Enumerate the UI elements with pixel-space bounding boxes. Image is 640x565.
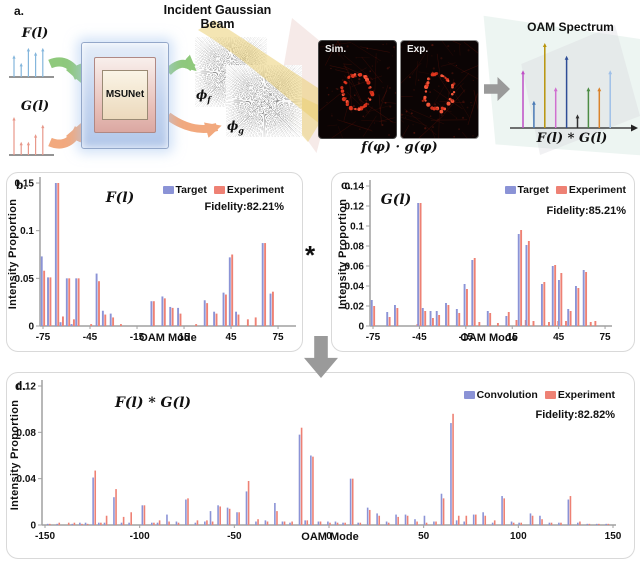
panel-b-box (6, 172, 303, 352)
product-label: f(φ) · g(φ) (361, 140, 438, 155)
panel-c-title: G(l) (380, 192, 412, 208)
target-swatch (504, 186, 516, 194)
legend-item-experiment: Experiment (213, 184, 284, 196)
panel-d-xlabel: OAM Mode (301, 531, 359, 543)
arrow-f-to-msunet (48, 57, 84, 83)
sim-speckle-pattern (319, 41, 396, 138)
legend-item-convolution: Convolution (463, 389, 538, 401)
arrow-msunet-to-maskg (165, 112, 222, 138)
panel-b-xlabel: OAM Mode (139, 332, 197, 344)
legend-item-target: Target (504, 184, 549, 196)
panel-a-label: a. (14, 4, 25, 18)
legend-item-experiment: Experiment (544, 389, 615, 401)
legend-experiment-text: Experiment (557, 389, 615, 401)
exp-speckle-pattern (401, 41, 478, 138)
panel-d-ylabel: Intensity Proportion (9, 399, 21, 511)
convolution-asterisk: * (305, 240, 316, 270)
target-swatch (162, 186, 174, 194)
phi-g-symbol: ϕ (227, 119, 239, 133)
panel-c-xlabel: OAM Mode (460, 332, 518, 344)
panel-c-ylabel: Intensity Proportion (337, 198, 349, 310)
g-input-stem-plot (9, 117, 54, 156)
panel-b-fidelity: Fidelity:82.21% (204, 201, 284, 213)
panel-b-legend: Target Experiment (162, 184, 284, 196)
panel-b-ylabel: Intensity Proportion (7, 198, 19, 310)
g-input-label: G(l) (20, 99, 50, 114)
sim-label: Sim. (325, 44, 347, 55)
legend-convolution-text: Convolution (476, 389, 538, 401)
phi-f-symbol: ϕ (196, 88, 208, 102)
convolution-swatch (463, 391, 475, 399)
panel-d-fidelity: Fidelity:82.82% (535, 409, 615, 421)
experiment-swatch (544, 391, 556, 399)
sim-image: Sim. (318, 40, 397, 139)
incident-beam-title: Incident Gaussian Beam (163, 3, 272, 31)
legend-item-experiment: Experiment (555, 184, 626, 196)
experiment-swatch (213, 186, 225, 194)
phi-f-label: ϕf (196, 88, 211, 104)
oam-spectrum-axis-label: F(l) * G(l) (536, 131, 608, 146)
phi-g-sub: g (238, 125, 244, 136)
panel-c-label: c. (341, 178, 352, 192)
legend-item-target: Target (162, 184, 207, 196)
bg-shape-teal (483, 15, 640, 156)
experiment-swatch (555, 186, 567, 194)
arrow-g-to-msunet (48, 123, 84, 149)
exp-label: Exp. (407, 44, 429, 55)
oam-spectrum-title: OAM Spectrum (527, 20, 614, 34)
phi-g-label: ϕg (227, 119, 244, 135)
panel-d-label: d. (15, 379, 26, 393)
panel-b-title: F(l) (105, 190, 135, 206)
legend-experiment-text: Experiment (226, 184, 284, 196)
exp-image: Exp. (400, 40, 479, 139)
arrow-msunet-to-maskf (165, 54, 197, 75)
panel-c-fidelity: Fidelity:85.21% (546, 205, 626, 217)
msunet-label: MSUNet (102, 70, 148, 120)
panel-d-legend: Convolution Experiment (463, 389, 615, 401)
f-input-label: F(l) (21, 26, 49, 41)
legend-target-text: Target (517, 184, 549, 196)
phi-f-sub: f (207, 94, 211, 105)
legend-experiment-text: Experiment (568, 184, 626, 196)
panel-b-label: b. (16, 178, 27, 192)
legend-target-text: Target (175, 184, 207, 196)
panel-d-title: F(l) * G(l) (114, 395, 192, 411)
panel-c-legend: Target Experiment (504, 184, 626, 196)
msunet-text: MSUNet (105, 89, 145, 100)
f-input-stem-plot (9, 47, 54, 78)
